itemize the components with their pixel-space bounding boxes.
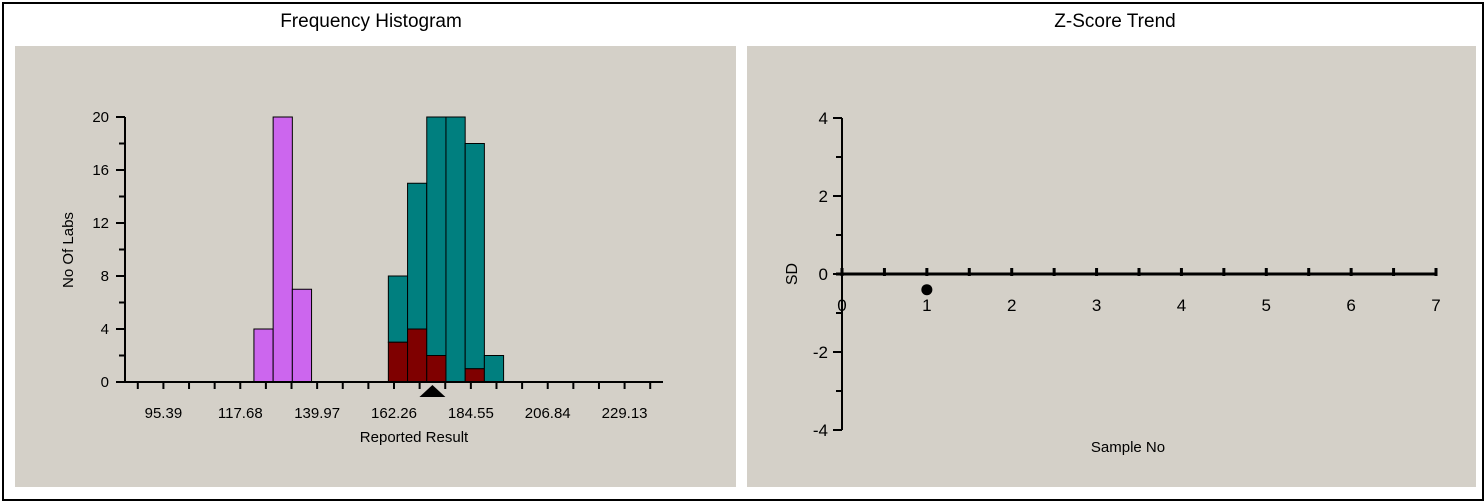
- y-tick-label: -4: [813, 421, 828, 440]
- x-tick-label: 6: [1346, 296, 1355, 315]
- zscore-panel: [747, 46, 1476, 487]
- x-tick-label: 117.68: [218, 405, 263, 422]
- y-tick-label: 0: [819, 265, 828, 284]
- histogram-bar: [464, 143, 485, 370]
- histogram-bar-lower: [407, 328, 428, 383]
- x-axis-title: Reported Result: [360, 429, 469, 446]
- x-tick-label: 206.84: [525, 405, 571, 422]
- x-tick-label: 3: [1092, 296, 1101, 315]
- x-tick-label: 162.26: [371, 405, 417, 422]
- y-tick-label: 4: [819, 109, 828, 128]
- x-tick-label: 2: [1007, 296, 1016, 315]
- histogram-title: Frequency Histogram: [280, 11, 462, 32]
- mean-marker-triangle: [419, 385, 446, 397]
- frequency-histogram: 0 4 8 12 16 20 95.39 117.68 139.97 162.26 184.55 20…: [60, 109, 663, 446]
- y-tick-label: 0: [101, 374, 109, 391]
- x-tick-label: 184.55: [448, 405, 494, 422]
- y-tick-label: -2: [813, 343, 828, 362]
- x-tick-label: 139.97: [294, 405, 340, 422]
- histogram-bar: [291, 288, 313, 383]
- y-axis-title: No Of Labs: [60, 212, 77, 288]
- histogram-bar-lower: [426, 355, 447, 383]
- y-tick-label: 20: [92, 109, 109, 126]
- histogram-panel: [15, 46, 736, 487]
- zscore-title: Z-Score Trend: [1054, 11, 1176, 32]
- x-tick-label: 1: [922, 296, 931, 315]
- x-tick-label: 0: [837, 296, 846, 315]
- x-tick-label: 7: [1431, 296, 1440, 315]
- x-axis-title: Sample No: [1091, 439, 1165, 456]
- y-tick-label: 12: [92, 215, 109, 232]
- y-tick-label: 8: [101, 268, 109, 285]
- histogram-bar: [407, 182, 428, 330]
- x-tick-label: 4: [1177, 296, 1186, 315]
- histogram-bar: [445, 116, 466, 383]
- histogram-bar: [253, 328, 274, 383]
- x-tick-label: 95.39: [145, 405, 183, 422]
- x-tick-label: 5: [1262, 296, 1271, 315]
- y-axis-title: SD: [784, 263, 801, 285]
- zscore-point: [921, 284, 933, 296]
- histogram-bar-lower: [464, 368, 485, 383]
- y-tick-label: 4: [101, 321, 109, 338]
- histogram-bar: [426, 116, 447, 356]
- y-tick-label: 16: [92, 162, 109, 179]
- zscore-trend-chart: -4 -2 0 2 4 0 1 2 3 4 5 6 7 Sample No SD: [784, 109, 1441, 456]
- y-tick-label: 2: [819, 187, 828, 206]
- histogram-bar: [483, 355, 505, 383]
- histogram-bar: [387, 275, 409, 343]
- histogram-bar-lower: [387, 341, 409, 383]
- histogram-bar: [272, 116, 293, 383]
- x-tick-label: 229.13: [602, 405, 648, 422]
